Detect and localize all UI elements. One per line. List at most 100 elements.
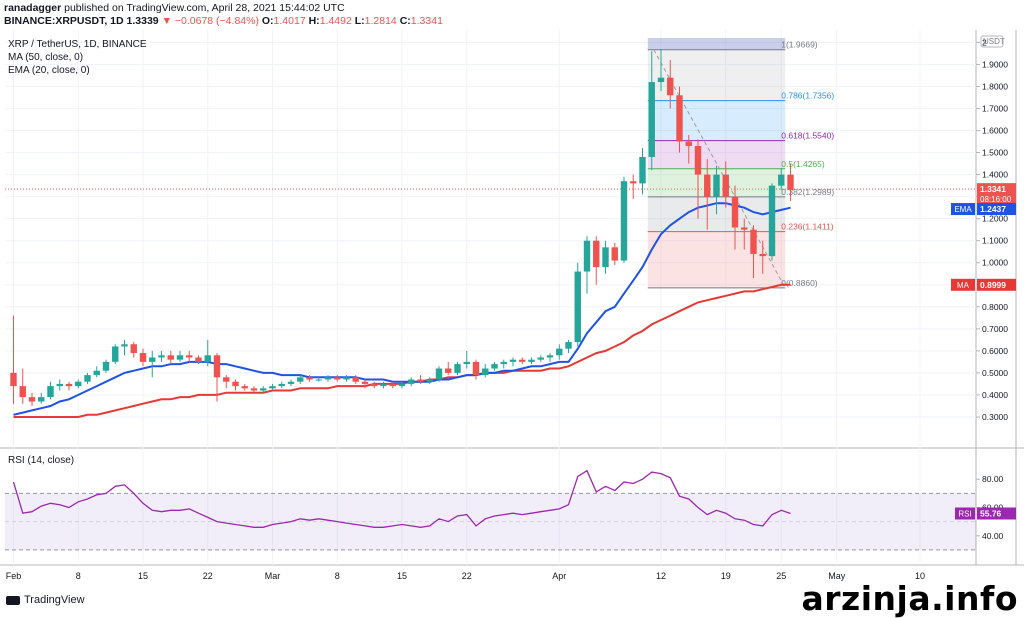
- fib-retracement[interactable]: 1(1.9669) 0.786(1.7356) 0.618(1.5540) 0.5(1…: [647, 38, 835, 289]
- candles-layer: [10, 49, 794, 406]
- candle-body: [306, 377, 313, 380]
- tradingview-logo[interactable]: TradingView: [6, 594, 85, 606]
- candle-body: [241, 386, 248, 389]
- candle-body: [352, 377, 359, 382]
- candle-body: [204, 355, 211, 362]
- time-tick-label: Apr: [552, 571, 566, 581]
- candle-body: [121, 344, 128, 347]
- candle-body: [417, 379, 424, 382]
- price-tick-label: 0.4000: [982, 390, 1008, 400]
- open-value: 1.4017: [273, 15, 306, 27]
- candle-body: [583, 240, 591, 272]
- fib-zone: [647, 231, 786, 288]
- time-tick-label: 15: [138, 571, 148, 581]
- candle-body: [426, 379, 433, 382]
- tradingview-logo-icon: [6, 595, 20, 605]
- candle-body: [463, 361, 470, 365]
- candle-body: [546, 355, 554, 358]
- price-tick-label: 0.7000: [982, 324, 1008, 334]
- candle-body: [574, 271, 581, 343]
- time-tick-label: 22: [462, 571, 472, 581]
- price-tag-value: 0.8999: [980, 280, 1006, 290]
- candle-body: [139, 353, 147, 362]
- candle-body: [334, 377, 341, 380]
- rsi-title[interactable]: RSI (14, close): [8, 455, 74, 466]
- time-tick-label: 19: [721, 571, 731, 581]
- rsi-line: [12, 469, 791, 528]
- fib-level-label: 0.786(1.7356): [781, 91, 834, 101]
- close-value: 1.3341: [410, 15, 443, 27]
- ohlc-line: BINANCE:XRPUSDT, 1D 1.3339 ▼ −0.0678 (−4…: [4, 15, 443, 27]
- candle-body: [768, 185, 776, 257]
- legend-ema[interactable]: EMA (20, close, 0): [8, 65, 90, 76]
- price-tag-box: [977, 183, 1016, 206]
- time-tick-label: 8: [335, 571, 340, 581]
- price-tick-label: 1.4000: [982, 170, 1008, 180]
- candle-body: [149, 357, 156, 362]
- candle-body: [47, 386, 54, 398]
- candle-body: [112, 346, 119, 362]
- candle-body: [130, 344, 137, 354]
- candle-body: [482, 368, 489, 376]
- price-tick-label: 2: [982, 37, 987, 47]
- publisher-line: ranadagger published on TradingView.com,…: [4, 2, 345, 14]
- fib-level-label: 0.618(1.5540): [781, 131, 834, 141]
- candle-body: [269, 386, 276, 389]
- candle-body: [667, 77, 674, 96]
- chart-background: [0, 30, 1024, 585]
- rsi-name-box: [955, 507, 975, 520]
- price-tag-value: 1.2437: [980, 204, 1006, 214]
- indicator-name-label: EMA: [954, 205, 972, 214]
- candle-body: [472, 361, 480, 376]
- fib-level-label: 0.382(1.2989): [781, 187, 834, 197]
- ema-20-line: [13, 202, 791, 416]
- price-tick-label: 1.2000: [982, 214, 1008, 224]
- candle-body: [250, 388, 258, 391]
- rsi-value-label: 55.76: [980, 508, 1002, 518]
- candle-body: [759, 253, 766, 257]
- candle-body: [343, 377, 350, 380]
- rsi-name-label: RSI: [958, 509, 971, 518]
- price-tick-label: 0.8000: [982, 302, 1008, 312]
- price-tag-value: 1.3341: [980, 184, 1006, 194]
- price-tick-label: 1.5000: [982, 148, 1008, 158]
- candle-body: [380, 383, 387, 387]
- price-chart-svg[interactable]: 1(1.9669) 0.786(1.7356) 0.618(1.5540) 0.5(1…: [0, 30, 1024, 585]
- fib-zone: [647, 140, 786, 169]
- candle-body: [75, 381, 82, 387]
- time-tick-label: May: [828, 571, 846, 581]
- ema-polyline: [13, 202, 791, 416]
- candle-body: [93, 370, 100, 376]
- candle-body: [398, 383, 406, 387]
- rsi-panel: [5, 469, 976, 551]
- low-value: 1.2814: [364, 15, 397, 27]
- price-tag-box: [977, 278, 1016, 291]
- candle-body: [260, 388, 267, 391]
- time-tick-label: 10: [915, 571, 925, 581]
- footer: TradingView arzinja.info: [0, 579, 1024, 618]
- candle-body: [445, 368, 452, 373]
- chart-area[interactable]: 1(1.9669) 0.786(1.7356) 0.618(1.5540) 0.5(1…: [0, 30, 1024, 585]
- grid-layer: [0, 30, 1024, 585]
- candle-body: [491, 364, 498, 369]
- candle-body: [778, 174, 785, 186]
- candle-body: [186, 355, 193, 358]
- candle-body: [315, 379, 322, 381]
- author-name[interactable]: ranadagger: [4, 2, 62, 14]
- price-tick-label: 1.0000: [982, 258, 1008, 268]
- legend-ma[interactable]: MA (50, close, 0): [8, 52, 83, 63]
- price-tag-countdown: 08:16:00: [980, 195, 1012, 204]
- price-tick-label: 1.1000: [982, 236, 1008, 246]
- candle-body: [787, 174, 794, 191]
- candle-body: [741, 227, 748, 230]
- candle-body: [676, 95, 683, 142]
- candle-body: [297, 377, 304, 382]
- low-label: L:: [354, 15, 365, 27]
- candle-body: [10, 372, 17, 387]
- candle-body: [389, 383, 396, 387]
- indicator-name-box: [951, 203, 975, 216]
- chart-title: XRP / TetherUS, 1D, BINANCE: [8, 39, 147, 50]
- candle-body: [565, 342, 572, 349]
- candle-body: [657, 77, 665, 83]
